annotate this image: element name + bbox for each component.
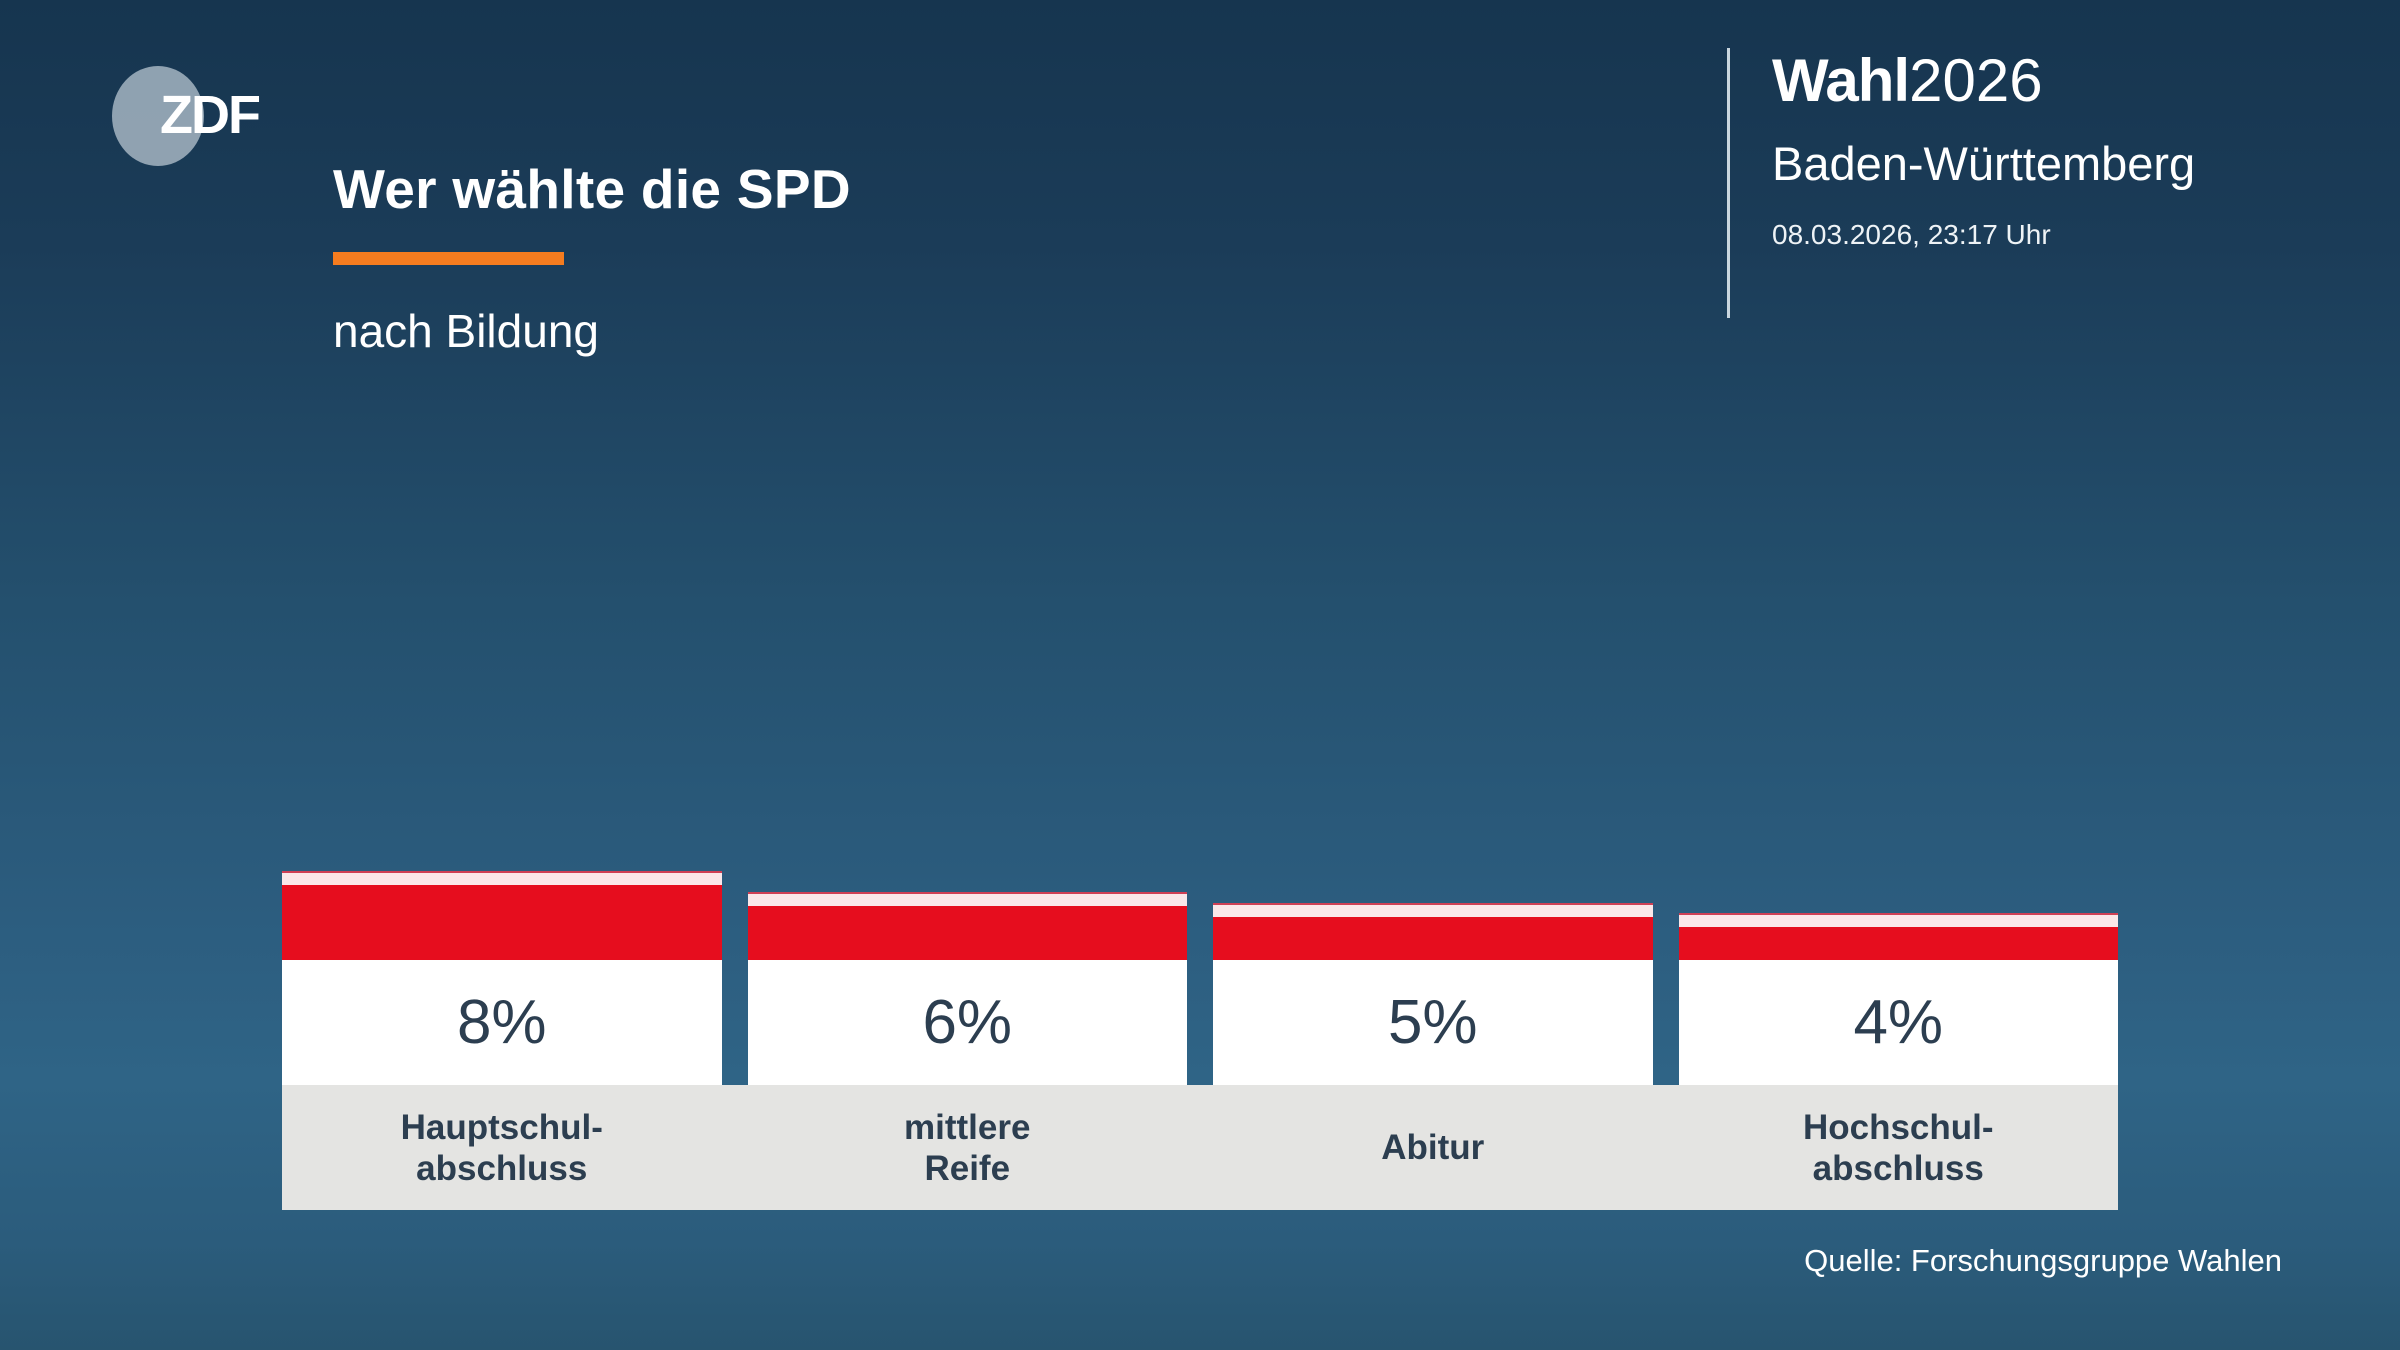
bar-category-label: Abitur [1213, 1085, 1653, 1210]
source-note: Quelle: Forschungsgruppe Wahlen [1804, 1243, 2282, 1278]
bar-stack: 6% [747, 892, 1187, 1085]
bar-fill [747, 906, 1187, 960]
bar-category-label: Hochschul-abschluss [1679, 1085, 2119, 1210]
bar-value-label: 5% [1387, 987, 1478, 1057]
bar-category-line1: Hauptschul- [400, 1107, 603, 1147]
bar-value-label: 6% [922, 987, 1013, 1057]
bar-group: 8% Hauptschul-abschluss 6% mittlere Reife 5% A… [282, 700, 2118, 1210]
title-accent-rule [333, 252, 564, 265]
election-brand-year: 2026 [1909, 47, 2043, 114]
bar-category-text: Hochschul-abschluss [1803, 1107, 1994, 1189]
bar-category-line1: mittlere [904, 1107, 1031, 1147]
page-subtitle: nach Bildung [333, 305, 599, 357]
bar-category-text: Abitur [1381, 1127, 1484, 1168]
bar-column: 4% Hochschul-abschluss [1678, 700, 2119, 1210]
election-region: Baden-Württemberg [1772, 137, 2196, 190]
bar-category-line1: Abitur [1381, 1128, 1485, 1167]
bar-category-label: mittlere Reife [748, 1085, 1188, 1210]
bar-column: 6% mittlere Reife [747, 700, 1188, 1210]
bar-cap [747, 892, 1187, 906]
election-timestamp: 08.03.2026, 23:17 Uhr [1772, 219, 2051, 250]
bar-column: 8% Hauptschul-abschluss [282, 700, 722, 1210]
bar-stack: 4% [1678, 913, 2118, 1085]
zdf-logo-text: ZDF [160, 85, 261, 145]
bar-category-text: Hauptschul-abschluss [401, 1107, 603, 1189]
bar-fill [282, 885, 722, 960]
bar-category-line1: Hochschul- [1802, 1107, 1994, 1147]
bar-category-line2: Reife [924, 1148, 1011, 1188]
bar-cap [1678, 913, 2118, 927]
bar-chart: 8% Hauptschul-abschluss 6% mittlere Reife 5% A… [282, 700, 2118, 1210]
election-brand-word: Wahl [1772, 47, 1910, 114]
election-brand: Wahl2026 [1772, 48, 2195, 114]
category-label-strip [282, 1085, 2118, 1210]
title-block: Wer wählte die SPD nach Bildung [333, 158, 1533, 357]
bar-value-label: 8% [456, 987, 547, 1057]
bar-stack: 8% [282, 871, 722, 1085]
election-header: Wahl2026 Baden-Württemberg 08.03.2026, 2… [1727, 48, 2195, 318]
zdf-logo: ZDF [112, 66, 292, 166]
zdf-logo-circle-icon [112, 66, 204, 166]
bar-value-box: 5% [1213, 960, 1653, 1085]
bar-value-label: 4% [1853, 987, 1944, 1057]
bar-cap [1213, 903, 1653, 917]
bar-fill [1213, 917, 1653, 960]
page-title: Wer wählte die SPD [333, 158, 851, 220]
bar-category-text: mittlere Reife [904, 1107, 1030, 1189]
bar-category-line2: abschluss [416, 1148, 588, 1188]
bar-value-box: 8% [282, 960, 722, 1085]
bar-category-line2: abschluss [1812, 1148, 1984, 1188]
bar-column: 5% Abitur [1213, 700, 1653, 1210]
bar-category-label: Hauptschul-abschluss [282, 1085, 722, 1210]
bar-value-box: 6% [747, 960, 1187, 1085]
bar-value-box: 4% [1678, 960, 2118, 1085]
bar-fill [1678, 927, 2118, 960]
bar-stack: 5% [1213, 903, 1653, 1085]
bar-cap [282, 871, 722, 885]
